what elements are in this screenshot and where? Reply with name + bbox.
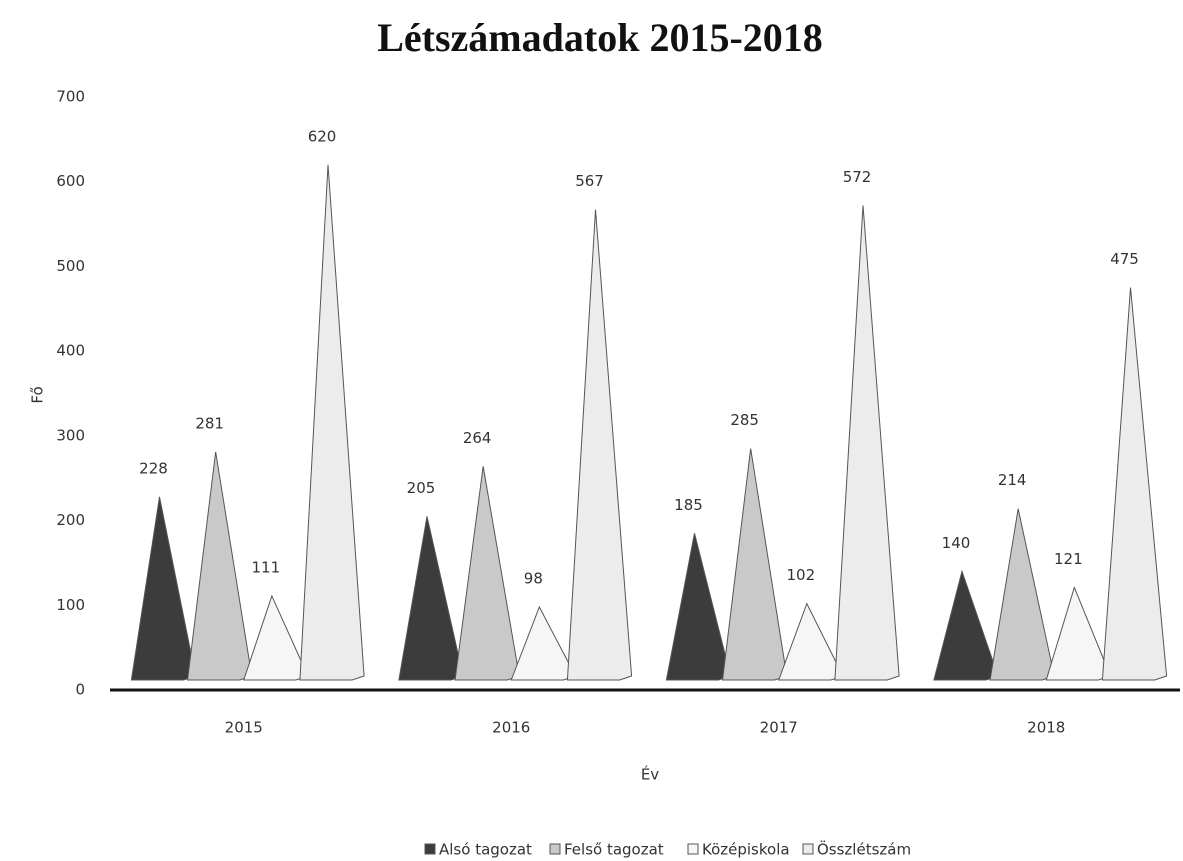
chart-title: Létszámadatok 2015-2018 [377, 15, 823, 60]
y-tick-label: 300 [56, 426, 85, 444]
data-label: 475 [1110, 250, 1139, 268]
data-label: 264 [463, 429, 492, 447]
data-label: 281 [195, 414, 224, 432]
data-label: 285 [730, 411, 759, 429]
x-axis-label: Év [641, 765, 659, 784]
y-tick-label: 100 [56, 596, 85, 614]
y-tick-label: 400 [56, 342, 85, 360]
bar [834, 205, 900, 681]
legend-swatch [687, 843, 699, 855]
y-axis-label: Fő [29, 386, 47, 403]
x-tick-label: 2018 [1027, 719, 1065, 737]
x-tick-label: 2015 [225, 719, 263, 737]
data-label: 214 [998, 471, 1027, 489]
data-label: 572 [843, 168, 872, 186]
legend-label: Felső tagozat [564, 841, 664, 859]
y-tick-label: 600 [56, 172, 85, 190]
data-label: 567 [575, 172, 604, 190]
legend-label: Középiskola [702, 841, 790, 859]
data-label: 102 [787, 566, 816, 584]
data-label: 205 [407, 479, 436, 497]
data-label: 140 [942, 534, 971, 552]
data-label: 111 [252, 558, 281, 576]
legend-swatch [424, 843, 436, 855]
data-label: 121 [1054, 550, 1083, 568]
legend-label: Összlétszám [817, 840, 911, 859]
data-label: 185 [674, 496, 703, 514]
y-tick-label: 700 [56, 88, 85, 106]
x-tick-label: 2017 [760, 719, 798, 737]
legend-swatch [549, 843, 561, 855]
x-tick-label: 2016 [492, 719, 530, 737]
bar [1101, 287, 1168, 681]
legend-swatch [802, 843, 814, 855]
data-label: 98 [524, 569, 543, 587]
y-tick-label: 500 [56, 257, 85, 275]
data-label: 620 [308, 127, 337, 145]
y-tick-label: 0 [75, 681, 85, 699]
data-label: 228 [139, 459, 168, 477]
bar [299, 164, 365, 681]
bar [566, 209, 633, 681]
legend-label: Alsó tagozat [439, 841, 532, 859]
y-tick-label: 200 [56, 511, 85, 529]
